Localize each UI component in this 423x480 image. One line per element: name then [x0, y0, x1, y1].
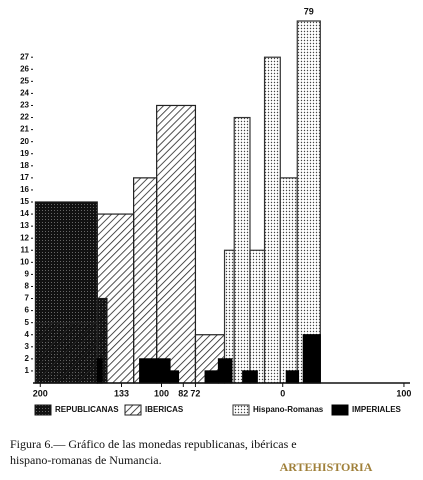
y-tick-label: 23: [20, 101, 29, 110]
x-tick-label: 100: [154, 388, 169, 398]
y-tick-label: 24: [20, 89, 29, 98]
x-tick-label: 72: [190, 388, 200, 398]
y-tick-label: 16: [20, 185, 29, 194]
bar: [285, 370, 300, 384]
y-tick-label: 17: [20, 173, 29, 182]
bar: [263, 56, 281, 384]
y-tick-label: 11: [21, 245, 30, 254]
y-tick-label: 10: [20, 257, 29, 266]
y-tick-label: 3: [25, 342, 30, 351]
y-tick-label: 8: [25, 282, 30, 291]
y-tick-label: 6: [25, 306, 30, 315]
bar: [156, 104, 197, 384]
y-tick-label: 18: [20, 161, 29, 170]
legend-swatch: [124, 404, 142, 416]
y-tick-label: 27: [20, 52, 29, 61]
legend-swatch: [331, 404, 349, 416]
bar: [96, 358, 103, 384]
bar: [279, 177, 298, 384]
bar: [249, 249, 266, 384]
y-tick-label: 25: [20, 76, 29, 85]
legend-label: REPUBLICANAS: [55, 405, 119, 414]
y-tick-label: 12: [20, 233, 29, 242]
y-tick-label: 2: [25, 354, 30, 363]
legend-label: IMPERIALES: [352, 405, 402, 414]
legend-label: IBERICAS: [145, 405, 184, 414]
x-tick-label: 0: [280, 388, 285, 398]
y-tick-label: 1: [25, 366, 30, 375]
bar: [169, 370, 180, 384]
y-tick-label: 22: [20, 113, 29, 122]
bar: [96, 213, 135, 384]
value-label: 79: [304, 6, 314, 16]
y-tick-label: 20: [20, 137, 29, 146]
watermark: ARTEHISTORIA: [280, 460, 373, 474]
y-tick-label: 7: [25, 294, 30, 303]
bar: [233, 116, 251, 384]
plot-area: 7912345678910111213141516171819202122232…: [20, 6, 411, 398]
bar: [133, 177, 158, 384]
bar: [204, 370, 220, 384]
x-tick-label: 82: [178, 388, 188, 398]
y-tick-label: 19: [20, 149, 29, 158]
legend-swatch: [232, 404, 250, 416]
y-tick-label: 14: [20, 209, 29, 218]
bar: [217, 358, 233, 384]
y-tick-label: 21: [20, 125, 29, 134]
x-tick-label: 200: [33, 388, 48, 398]
bar: [34, 322, 98, 384]
x-tick-label: 133: [114, 388, 129, 398]
legend-swatch: [34, 404, 52, 416]
bar: [302, 334, 321, 384]
bar: [242, 370, 258, 384]
bar: [139, 358, 171, 384]
y-tick-label: 13: [20, 221, 29, 230]
y-tick-label: 9: [25, 270, 30, 279]
caption: Figura 6.— Gráfico de las monedas republ…: [10, 437, 297, 451]
x-tick-label: 100: [396, 388, 411, 398]
legend-label: Hispano-Romanas: [253, 405, 324, 414]
y-tick-label: 5: [25, 318, 30, 327]
bar: [296, 20, 321, 384]
y-tick-label: 15: [20, 197, 29, 206]
y-tick-label: 4: [25, 330, 30, 339]
y-tick-label: 26: [20, 64, 29, 73]
legend: REPUBLICANAS IBERICAS Hispano-Romanas IMPER…: [34, 404, 402, 416]
caption: hispano-romanas de Numancia.: [10, 453, 162, 467]
